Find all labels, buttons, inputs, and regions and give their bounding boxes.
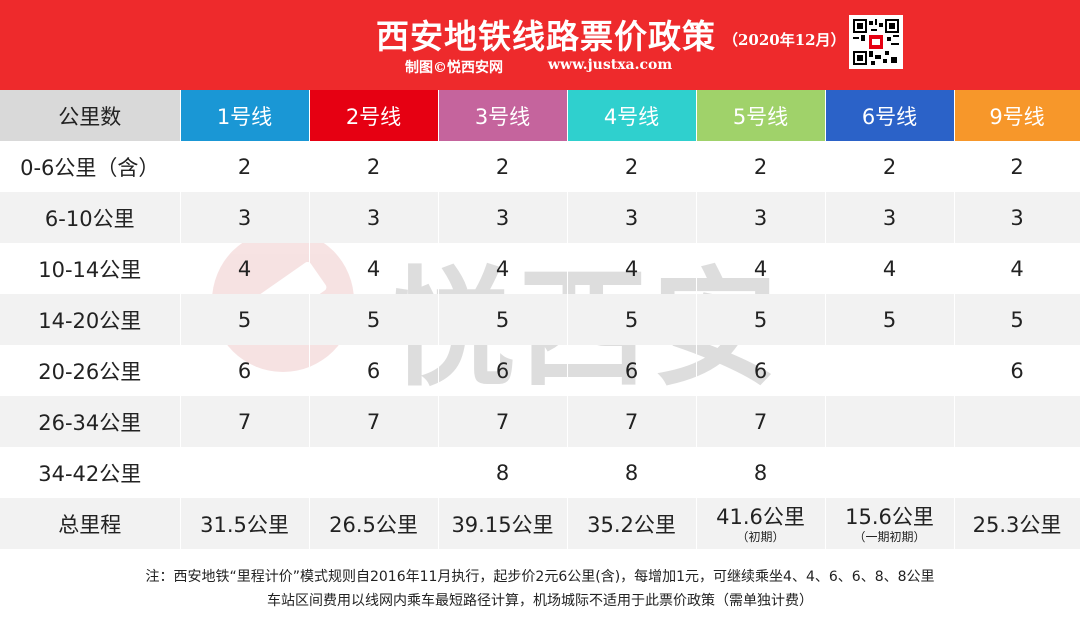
distance-range-label: 20-26公里: [0, 345, 181, 396]
fare-cell: 8: [567, 447, 697, 498]
header-banner: 西安地铁线路票价政策 （2020年12月） 制图©悦西安网 www.justxa…: [0, 0, 1080, 90]
qr-code-icon: [849, 15, 903, 69]
fare-cell: 2: [954, 141, 1080, 192]
policy-date: （2020年12月）: [723, 31, 846, 49]
line-header: 9号线: [954, 90, 1080, 141]
fare-cell: 4: [180, 243, 310, 294]
fare-cell: 8: [696, 447, 826, 498]
line-header: 5号线: [696, 90, 826, 141]
fare-cell: 7: [567, 396, 697, 447]
distance-column-header: 公里数: [0, 90, 181, 141]
fare-cell: [954, 447, 1080, 498]
total-distance-cell: 15.6公里 （一期初期）: [825, 498, 955, 549]
fare-cell: 2: [825, 141, 955, 192]
fare-cell: 6: [309, 345, 439, 396]
total-distance-value: 26.5公里: [329, 512, 418, 537]
total-distance-cell: 41.6公里 （初期）: [696, 498, 826, 549]
table-row: 20-26公里 6 6 6 6 6 6: [0, 345, 1080, 396]
line-header: 1号线: [180, 90, 310, 141]
fare-cell: 6: [696, 345, 826, 396]
total-distance-value: 39.15公里: [451, 512, 554, 537]
distance-range-label: 14-20公里: [0, 294, 181, 345]
total-distance-cell: 31.5公里: [180, 498, 310, 549]
fare-cell: 8: [438, 447, 568, 498]
fare-cell: 2: [438, 141, 568, 192]
fare-cell: [180, 447, 310, 498]
fare-cell: [825, 345, 955, 396]
fare-cell: 2: [309, 141, 439, 192]
table-row: 0-6公里（含） 2 2 2 2 2 2 2: [0, 141, 1080, 192]
footnote-line-2: 车站区间费用以线网内乘车最短路径计算，机场城际不适用于此票价政策（需单独计费）: [267, 593, 813, 609]
table-row: 34-42公里 8 8 8: [0, 447, 1080, 498]
fare-cell: 5: [954, 294, 1080, 345]
footnote-line-1: 注：西安地铁“里程计价”模式规则自2016年11月执行，起步价2元6公里(含)，…: [145, 569, 935, 585]
line-header: 6号线: [825, 90, 955, 141]
fare-cell: 5: [567, 294, 697, 345]
total-distance-row: 总里程 31.5公里 26.5公里 39.15公里 35.2公里 41.6公里 （初期） 15…: [0, 498, 1080, 549]
fare-cell: 5: [696, 294, 826, 345]
total-distance-value: 41.6公里: [716, 504, 805, 529]
fare-cell: 4: [309, 243, 439, 294]
fare-cell: 5: [825, 294, 955, 345]
fare-cell: 3: [567, 192, 697, 243]
total-distance-value: 15.6公里: [845, 504, 934, 529]
fare-cell: 6: [954, 345, 1080, 396]
line-header: 2号线: [309, 90, 439, 141]
table-row: 6-10公里 3 3 3 3 3 3 3: [0, 192, 1080, 243]
distance-range-label: 0-6公里（含）: [0, 141, 181, 192]
fare-cell: [825, 396, 955, 447]
total-distance-value: 25.3公里: [972, 512, 1062, 537]
fare-cell: 2: [180, 141, 310, 192]
fare-cell: 7: [696, 396, 826, 447]
fare-cell: 2: [696, 141, 826, 192]
fare-cell: 4: [438, 243, 568, 294]
distance-range-label: 10-14公里: [0, 243, 181, 294]
fare-cell: 3: [180, 192, 310, 243]
fare-cell: 4: [696, 243, 826, 294]
fare-cell: 7: [438, 396, 568, 447]
distance-range-label: 26-34公里: [0, 396, 181, 447]
fare-cell: 7: [180, 396, 310, 447]
fare-cell: 5: [180, 294, 310, 345]
total-distance-cell: 39.15公里: [438, 498, 568, 549]
page-title: 西安地铁线路票价政策: [376, 17, 716, 56]
fare-table: 公里数 1号线 2号线 3号线 4号线 5号线 6号线 9号线 0-6公里（含）…: [0, 90, 1080, 549]
table-row: 10-14公里 4 4 4 4 4 4 4: [0, 243, 1080, 294]
fare-cell: 3: [438, 192, 568, 243]
fare-cell: 4: [825, 243, 955, 294]
line-header: 3号线: [438, 90, 568, 141]
fare-cell: 7: [309, 396, 439, 447]
fare-cell: 6: [180, 345, 310, 396]
fare-cell: 3: [696, 192, 826, 243]
distance-range-label: 34-42公里: [0, 447, 181, 498]
fare-cell: 3: [309, 192, 439, 243]
fare-cell: 2: [567, 141, 697, 192]
fare-cell: [309, 447, 439, 498]
website-url: www.justxa.com: [548, 57, 673, 73]
fare-cell: 3: [825, 192, 955, 243]
fare-cell: 4: [954, 243, 1080, 294]
line-header: 4号线: [567, 90, 697, 141]
fare-cell: 4: [567, 243, 697, 294]
total-distance-value: 35.2公里: [587, 512, 676, 537]
table-row: 14-20公里 5 5 5 5 5 5 5: [0, 294, 1080, 345]
total-distance-note: （一期初期）: [853, 529, 926, 544]
fare-cell: [825, 447, 955, 498]
fare-cell: 5: [438, 294, 568, 345]
total-distance-cell: 35.2公里: [567, 498, 697, 549]
fare-cell: 6: [438, 345, 568, 396]
credit-text: 制图©悦西安网: [405, 60, 503, 76]
fare-cell: 3: [954, 192, 1080, 243]
fare-cell: [954, 396, 1080, 447]
total-distance-label: 总里程: [0, 498, 181, 549]
table-header-row: 公里数 1号线 2号线 3号线 4号线 5号线 6号线 9号线: [0, 90, 1080, 141]
fare-cell: 5: [309, 294, 439, 345]
table-row: 26-34公里 7 7 7 7 7: [0, 396, 1080, 447]
distance-range-label: 6-10公里: [0, 192, 181, 243]
total-distance-cell: 25.3公里: [954, 498, 1080, 549]
total-distance-value: 31.5公里: [200, 512, 289, 537]
total-distance-note: （初期）: [736, 529, 785, 544]
total-distance-cell: 26.5公里: [309, 498, 439, 549]
fare-cell: 6: [567, 345, 697, 396]
